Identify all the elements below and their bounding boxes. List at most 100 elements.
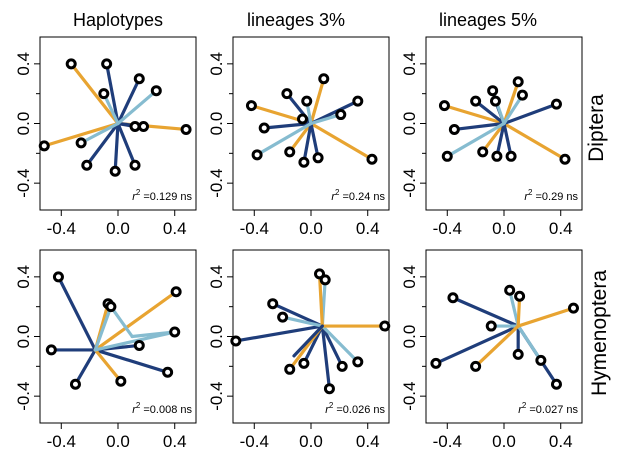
panel-frame: [425, 249, 583, 424]
data-point: [438, 100, 450, 112]
data-point: [75, 137, 87, 149]
r-squared-symbol: r: [524, 191, 529, 203]
data-point: [81, 159, 93, 171]
data-point: [65, 58, 77, 70]
data-point: [505, 150, 517, 162]
data-point: [489, 95, 501, 107]
data-point: [267, 298, 279, 310]
r-squared-symbol: r: [331, 191, 336, 203]
data-point: [162, 366, 174, 378]
y-tick-label: 0.0: [14, 325, 33, 349]
data-point: [133, 339, 145, 351]
segment-line: [451, 296, 520, 328]
x-tick-label: 0.4: [549, 219, 573, 238]
data-point: [105, 301, 117, 313]
data-point: [52, 271, 64, 283]
segment-line: [309, 77, 326, 126]
data-point: [301, 95, 313, 107]
r-squared-symbol: r: [518, 404, 523, 416]
data-point: [559, 153, 571, 165]
data-point: [514, 290, 526, 302]
column-title-haplotypes: Haplotypes: [73, 10, 163, 30]
data-point: [512, 76, 524, 88]
x-tick-label: -0.4: [47, 219, 76, 238]
r-squared-superscript: 2: [329, 401, 334, 410]
r-squared-symbol: r: [132, 191, 137, 203]
segment-line: [116, 89, 158, 126]
data-point: [336, 360, 348, 372]
segment-line: [442, 104, 506, 126]
r-squared-symbol: r: [325, 404, 330, 416]
row-label-hymenoptera: Hymenoptera: [588, 270, 611, 396]
y-tick-label: -0.4: [14, 382, 33, 411]
data-point: [180, 123, 192, 135]
y-tick-label: 0.4: [14, 265, 33, 289]
segment-line: [516, 324, 543, 362]
segment-line: [116, 77, 141, 126]
data-point: [485, 320, 497, 332]
data-point: [470, 360, 482, 372]
data-point: [487, 85, 499, 97]
r-squared-label: r2 =0.129 ns: [132, 188, 192, 203]
segment-line: [42, 121, 120, 148]
y-tick-label: 0.4: [207, 52, 226, 76]
segment-line: [508, 288, 520, 328]
data-point: [45, 344, 57, 356]
panel-1-0: -0.4 0.0 0.4 -0.4 0.0 0.4 r2 =0.008 ns: [14, 249, 197, 451]
row-label-diptera: Diptera: [585, 94, 608, 162]
segment-line: [93, 348, 123, 383]
data-point: [516, 89, 528, 101]
segment-line: [281, 315, 324, 328]
y-tick-label: 0.0: [400, 112, 419, 136]
data-point: [352, 95, 364, 107]
segment-line: [234, 324, 324, 343]
segment-line: [502, 93, 525, 126]
segment-line: [320, 324, 344, 368]
data-point: [535, 354, 547, 366]
segment-line: [309, 121, 374, 161]
segment-line: [85, 121, 120, 167]
r-squared-label: r2 =0.026 ns: [325, 401, 385, 416]
data-point: [335, 109, 347, 121]
segment-line: [502, 80, 520, 126]
y-tick-label: 0.0: [207, 112, 226, 136]
x-tick-label: 0.0: [299, 219, 323, 238]
r-squared-superscript: 2: [528, 188, 533, 197]
segment-line: [69, 62, 120, 126]
column-title-lineages-5: lineages 5%: [439, 10, 537, 30]
y-tick-label: -0.4: [400, 382, 419, 411]
segment-line: [452, 121, 506, 132]
r-squared-superscript: 2: [136, 401, 141, 410]
data-point: [277, 311, 289, 323]
segment-line: [502, 102, 559, 126]
data-point: [298, 357, 310, 369]
column-title-lineages-3: lineages 3%: [247, 10, 345, 30]
segment-line: [102, 92, 120, 126]
r-squared-symbol: r: [132, 404, 137, 416]
data-point: [133, 73, 145, 85]
segment-line: [445, 121, 506, 158]
y-tick-label: -0.4: [207, 169, 226, 198]
r-squared-value: =0.29 ns: [535, 191, 578, 203]
x-tick-label: 0.0: [106, 219, 130, 238]
r-squared-value: =0.008 ns: [143, 404, 192, 416]
segment-line: [474, 99, 506, 126]
data-point: [312, 152, 324, 164]
data-point: [169, 326, 181, 338]
y-tick-label: 0.0: [14, 112, 33, 136]
y-tick-label: -0.4: [207, 382, 226, 411]
r-squared-label: r2 =0.008 ns: [132, 401, 192, 416]
data-point: [258, 122, 270, 134]
data-point: [150, 85, 162, 97]
data-point: [298, 156, 310, 168]
data-point: [318, 73, 330, 85]
data-point: [245, 100, 257, 112]
segment-line: [502, 121, 513, 158]
data-point: [101, 58, 113, 70]
data-point: [281, 88, 293, 100]
hub-segment-line: [130, 330, 177, 339]
segment-line: [93, 290, 178, 352]
x-tick-label: 0.4: [549, 432, 573, 451]
segment-line: [320, 324, 360, 364]
segment-line: [116, 121, 137, 167]
